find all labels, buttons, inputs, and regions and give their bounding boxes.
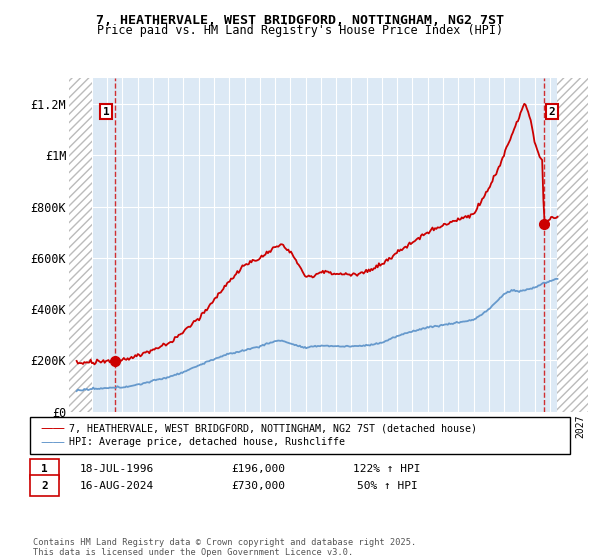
- Text: ——: ——: [41, 436, 66, 449]
- Text: 1: 1: [103, 107, 110, 116]
- Text: 18-JUL-1996: 18-JUL-1996: [80, 464, 154, 474]
- Text: 7, HEATHERVALE, WEST BRIDGFORD, NOTTINGHAM, NG2 7ST (detached house): 7, HEATHERVALE, WEST BRIDGFORD, NOTTINGH…: [69, 423, 477, 433]
- Text: £196,000: £196,000: [231, 464, 285, 474]
- Text: Contains HM Land Registry data © Crown copyright and database right 2025.
This d: Contains HM Land Registry data © Crown c…: [33, 538, 416, 557]
- Text: 7, HEATHERVALE, WEST BRIDGFORD, NOTTINGHAM, NG2 7ST: 7, HEATHERVALE, WEST BRIDGFORD, NOTTINGH…: [96, 14, 504, 27]
- Text: ——: ——: [41, 422, 66, 435]
- Text: 16-AUG-2024: 16-AUG-2024: [80, 480, 154, 491]
- Text: Price paid vs. HM Land Registry's House Price Index (HPI): Price paid vs. HM Land Registry's House …: [97, 24, 503, 38]
- Text: 122% ↑ HPI: 122% ↑ HPI: [353, 464, 421, 474]
- Text: £730,000: £730,000: [231, 480, 285, 491]
- Bar: [557, 78, 588, 412]
- Text: 2: 2: [548, 107, 555, 116]
- Text: HPI: Average price, detached house, Rushcliffe: HPI: Average price, detached house, Rush…: [69, 437, 345, 447]
- Bar: [69, 78, 92, 412]
- Bar: [557, 78, 588, 412]
- Text: 1: 1: [41, 464, 48, 474]
- Text: 50% ↑ HPI: 50% ↑ HPI: [356, 480, 418, 491]
- Bar: [69, 78, 92, 412]
- Text: 2: 2: [41, 480, 48, 491]
